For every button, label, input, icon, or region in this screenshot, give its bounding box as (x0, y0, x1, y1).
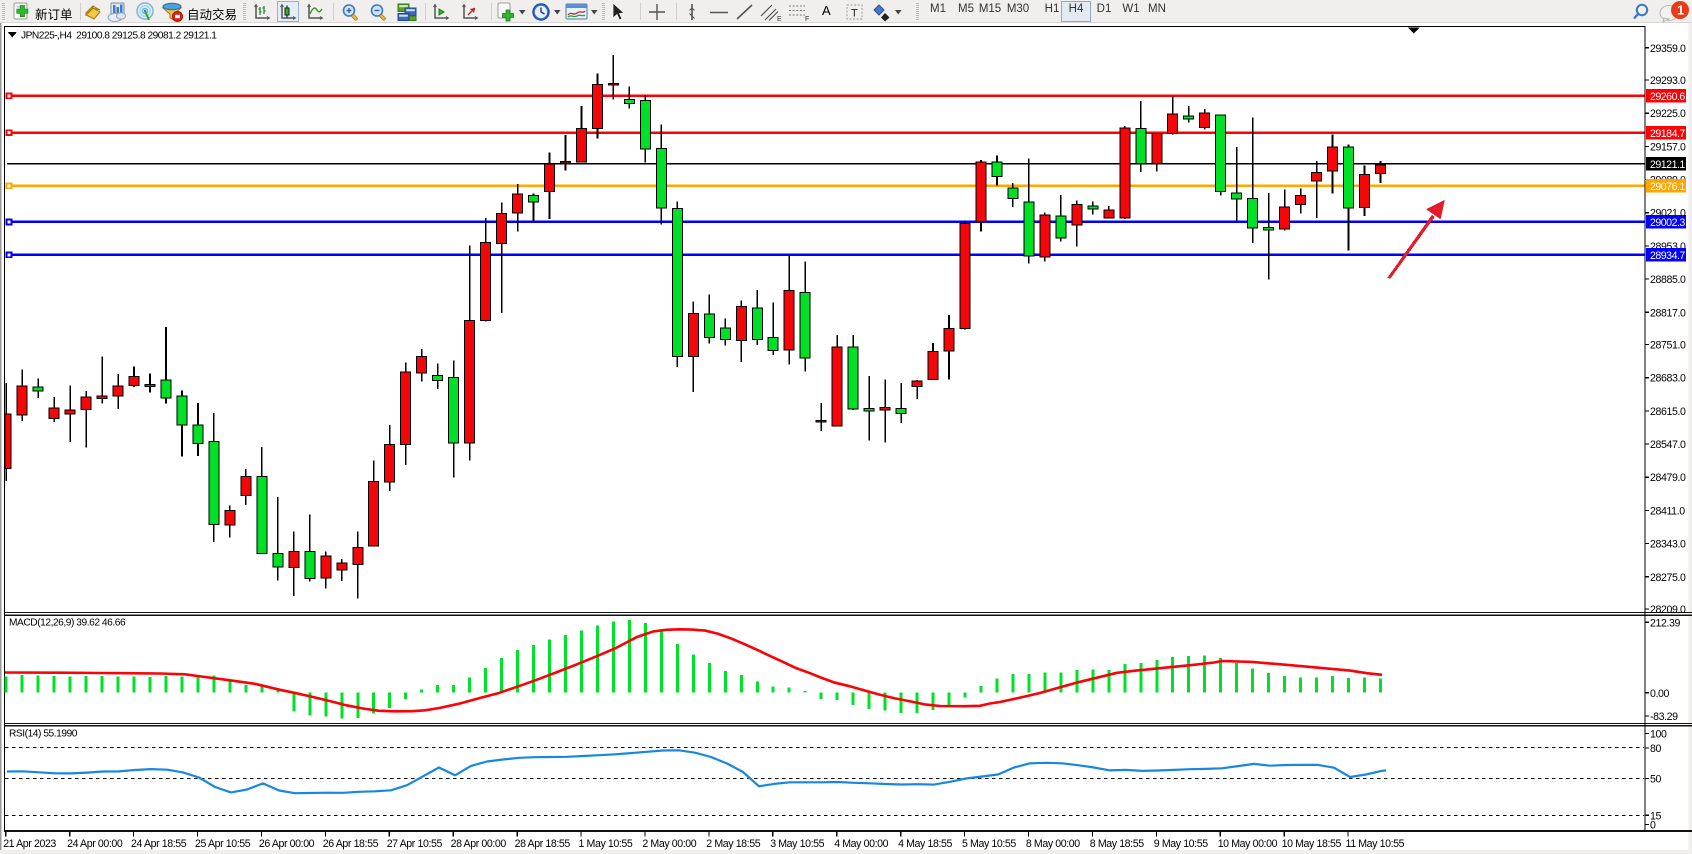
svg-text:-83.29: -83.29 (1650, 711, 1678, 723)
svg-text:28683.0: 28683.0 (1650, 373, 1686, 385)
svg-text:0.00: 0.00 (1650, 688, 1670, 700)
svg-text:4 May 18:55: 4 May 18:55 (898, 838, 952, 850)
svg-text:E: E (777, 16, 782, 22)
svg-text:10 May 00:00: 10 May 00:00 (1218, 838, 1278, 850)
svg-text:T: T (851, 8, 858, 20)
svg-text:28 Apr 18:55: 28 Apr 18:55 (515, 838, 571, 850)
svg-text:28209.0: 28209.0 (1650, 604, 1686, 616)
svg-text:JPN225-,H4 29100.8 29125.8 29: JPN225-,H4 29100.8 29125.8 29081.2 29121… (21, 31, 217, 42)
svg-text:28343.0: 28343.0 (1650, 539, 1686, 551)
svg-text:5 May 10:55: 5 May 10:55 (962, 838, 1016, 850)
svg-text:26 Apr 18:55: 26 Apr 18:55 (323, 838, 379, 850)
svg-text:80: 80 (1650, 743, 1661, 755)
svg-text:29157.0: 29157.0 (1650, 141, 1686, 153)
svg-text:29121.1: 29121.1 (1650, 159, 1685, 171)
svg-text:8 May 00:00: 8 May 00:00 (1026, 838, 1080, 850)
svg-text:29359.0: 29359.0 (1650, 43, 1686, 55)
svg-text:2 May 00:00: 2 May 00:00 (642, 838, 696, 850)
svg-text:15: 15 (1650, 810, 1661, 822)
svg-text:28 Apr 00:00: 28 Apr 00:00 (451, 838, 507, 850)
svg-text:28479.0: 28479.0 (1650, 472, 1686, 484)
svg-text:MACD(12,26,9) 39.62 46.66: MACD(12,26,9) 39.62 46.66 (9, 618, 126, 629)
svg-text:212.39: 212.39 (1650, 618, 1681, 630)
svg-text:8 May 18:55: 8 May 18:55 (1090, 838, 1144, 850)
svg-text:29002.3: 29002.3 (1650, 217, 1685, 229)
svg-text:24 Apr 18:55: 24 Apr 18:55 (131, 838, 187, 850)
svg-text:29293.0: 29293.0 (1650, 75, 1686, 87)
svg-text:1 May 10:55: 1 May 10:55 (579, 838, 633, 850)
svg-text:28751.0: 28751.0 (1650, 340, 1686, 352)
svg-text:28547.0: 28547.0 (1650, 439, 1686, 451)
svg-text:27 Apr 10:55: 27 Apr 10:55 (387, 838, 443, 850)
svg-text:28885.0: 28885.0 (1650, 274, 1686, 286)
svg-text:10 May 18:55: 10 May 18:55 (1282, 838, 1342, 850)
svg-text:3 May 10:55: 3 May 10:55 (770, 838, 824, 850)
svg-text:RSI(14) 55.1990: RSI(14) 55.1990 (9, 729, 78, 740)
svg-text:50: 50 (1650, 774, 1661, 786)
svg-text:28411.0: 28411.0 (1650, 505, 1685, 517)
svg-text:29260.6: 29260.6 (1650, 91, 1685, 103)
svg-text:29225.0: 29225.0 (1650, 108, 1686, 120)
svg-text:28934.7: 28934.7 (1650, 250, 1685, 262)
svg-text:21 Apr 2023: 21 Apr 2023 (3, 838, 56, 850)
svg-text:28275.0: 28275.0 (1650, 572, 1686, 584)
svg-text:28817.0: 28817.0 (1650, 307, 1686, 319)
svg-text:11 May 10:55: 11 May 10:55 (1346, 838, 1405, 850)
svg-text:24 Apr 00:00: 24 Apr 00:00 (67, 838, 123, 850)
svg-text:26 Apr 00:00: 26 Apr 00:00 (259, 838, 315, 850)
svg-text:100: 100 (1650, 729, 1667, 741)
svg-text:F: F (805, 16, 809, 22)
svg-text:29076.1: 29076.1 (1650, 181, 1685, 193)
svg-text:4 May 00:00: 4 May 00:00 (834, 838, 888, 850)
svg-text:0: 0 (1650, 820, 1656, 832)
svg-text:9 May 10:55: 9 May 10:55 (1154, 838, 1208, 850)
svg-text:1: 1 (1677, 3, 1684, 18)
svg-text:28615.0: 28615.0 (1650, 406, 1686, 418)
svg-text:2 May 18:55: 2 May 18:55 (706, 838, 760, 850)
svg-text:25 Apr 10:55: 25 Apr 10:55 (195, 838, 251, 850)
svg-text:29184.7: 29184.7 (1650, 128, 1685, 140)
